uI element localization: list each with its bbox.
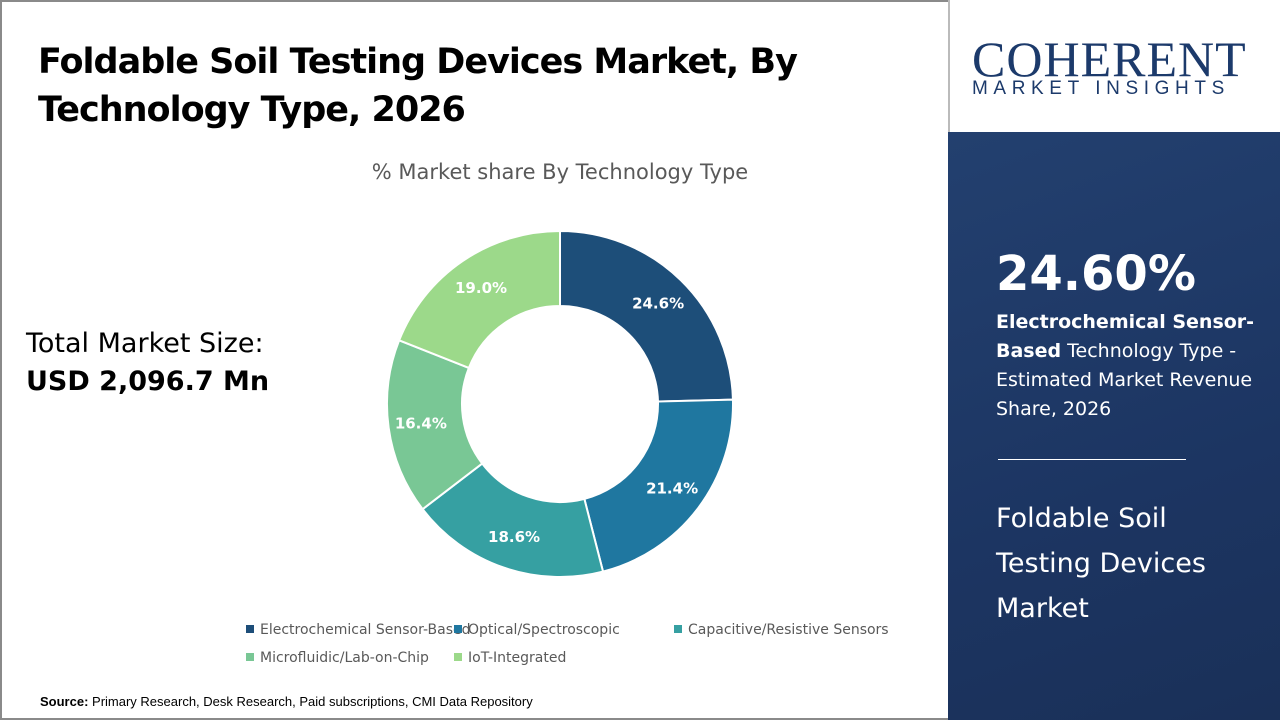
legend-item: Microfluidic/Lab-on-Chip <box>246 650 429 666</box>
legend-item: Electrochemical Sensor-Based <box>246 622 471 638</box>
chart-title: % Market share By Technology Type <box>371 160 749 184</box>
legend-label: Microfluidic/Lab-on-Chip <box>260 650 429 666</box>
data-label: 16.4% <box>395 414 447 432</box>
donut-chart: 24.6% 21.4% 18.6% 16.4% 19.0% <box>386 229 734 578</box>
side-panel: COHERENT MARKET INSIGHTS 24.60% Electroc… <box>948 0 1280 720</box>
highlight-panel: 24.60% Electrochemical Sensor-Based Tech… <box>948 132 1280 720</box>
data-label: 18.6% <box>488 528 540 546</box>
total-value: USD 2,096.7 Mn <box>26 366 270 397</box>
logo-tagline: MARKET INSIGHTS <box>972 78 1230 99</box>
legend-label: IoT-Integrated <box>468 650 567 666</box>
legend-item: Optical/Spectroscopic <box>454 622 620 638</box>
divider <box>998 459 1186 460</box>
highlight-rest: Technology Type - Estimated Market Reven… <box>996 340 1253 420</box>
logo-name: COHERENT <box>972 31 1247 87</box>
legend-swatch <box>674 625 682 633</box>
source-label: Source: <box>40 694 89 709</box>
donut-slice <box>559 229 734 403</box>
data-label: 19.0% <box>455 279 507 297</box>
page-title: Foldable Soil Testing Devices Market, By… <box>38 42 798 130</box>
total-label: Total Market Size: <box>26 328 264 359</box>
highlight-description: Electrochemical Sensor-Based Technology … <box>996 308 1256 424</box>
legend-swatch <box>454 625 462 633</box>
legend-swatch <box>246 625 254 633</box>
donut-slice <box>397 229 561 370</box>
legend-label: Electrochemical Sensor-Based <box>260 622 471 638</box>
legend-label: Optical/Spectroscopic <box>468 622 620 638</box>
legend-swatch <box>246 653 254 661</box>
donut-slice <box>583 398 734 573</box>
legend-item: IoT-Integrated <box>454 650 566 666</box>
source-note: Source: Primary Research, Desk Research,… <box>40 694 533 709</box>
highlight-segment: Electrochemical Sensor-Based <box>996 311 1255 362</box>
data-label: 21.4% <box>646 480 698 498</box>
total-market-size: Total Market Size: USD 2,096.7 Mn <box>26 325 269 401</box>
market-name: Foldable Soil Testing Devices Market <box>996 503 1206 624</box>
highlight-value: 24.60% <box>996 246 1196 302</box>
donut-slice <box>421 462 605 578</box>
legend-swatch <box>454 653 462 661</box>
legend-label: Capacitive/Resistive Sensors <box>688 622 889 638</box>
data-label: 24.6% <box>632 294 684 312</box>
company-logo: COHERENT MARKET INSIGHTS <box>948 0 1280 132</box>
source-text: Primary Research, Desk Research, Paid su… <box>88 694 533 709</box>
legend-item: Capacitive/Resistive Sensors <box>674 622 889 638</box>
